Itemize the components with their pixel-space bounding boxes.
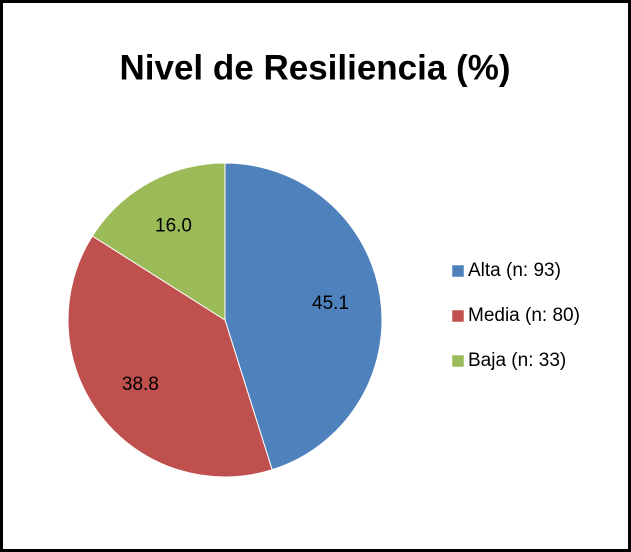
legend-swatch bbox=[451, 354, 465, 368]
legend-label: Alta (n: 93) bbox=[468, 260, 561, 281]
legend-label: Media (n: 80) bbox=[468, 305, 580, 326]
chart-title: Nivel de Resiliencia (%) bbox=[120, 48, 511, 87]
data-label: 45.1 bbox=[312, 293, 349, 314]
data-label: 16.0 bbox=[155, 215, 192, 236]
legend-swatch bbox=[451, 309, 465, 323]
pie-slice bbox=[67, 235, 273, 478]
pie-slice bbox=[91, 162, 226, 321]
legend-swatch bbox=[451, 264, 465, 278]
data-label: 38.8 bbox=[122, 374, 159, 395]
pie-slice bbox=[224, 162, 383, 471]
legend-label: Baja (n: 33) bbox=[468, 350, 566, 371]
